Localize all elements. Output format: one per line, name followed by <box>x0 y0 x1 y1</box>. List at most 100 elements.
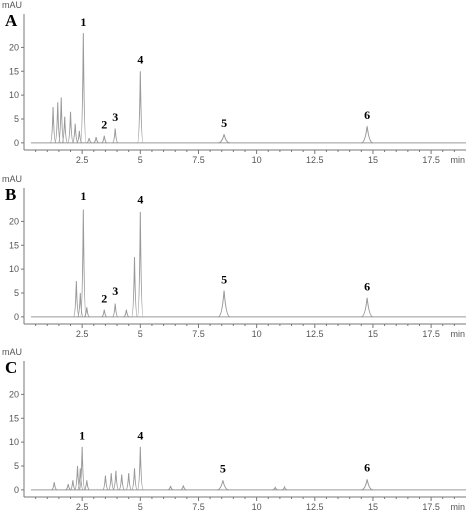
y-tick-label: 20 <box>9 389 19 399</box>
x-tick-label: 7.5 <box>192 329 205 339</box>
peak-label-6: 6 <box>364 108 370 122</box>
y-tick-label: 10 <box>9 264 19 274</box>
minor-peak <box>108 473 115 491</box>
peak-4 <box>137 446 144 491</box>
minor-peak <box>76 130 83 144</box>
peak-2 <box>101 309 108 318</box>
peak-label-5: 5 <box>221 116 227 130</box>
peak-label-1: 1 <box>80 189 86 203</box>
y-tick-label: 20 <box>9 216 19 226</box>
minor-peak <box>83 307 90 318</box>
minor-peak <box>123 309 130 318</box>
peak-1 <box>78 446 86 491</box>
y-tick-label: 0 <box>14 138 19 148</box>
peak-3 <box>112 128 119 144</box>
minor-peak <box>74 465 81 491</box>
minor-peak <box>69 480 76 491</box>
peak-6 <box>361 126 374 144</box>
minor-peak <box>272 486 279 491</box>
minor-peak <box>131 468 138 491</box>
peak-label-2: 2 <box>101 292 107 306</box>
x-tick-label: 5 <box>138 502 143 512</box>
minor-peak <box>77 292 84 318</box>
panel-letter: A <box>5 11 18 30</box>
y-tick-label: 10 <box>9 437 19 447</box>
peak-4 <box>137 71 144 144</box>
y-tick-label: 15 <box>9 240 19 250</box>
minor-peak <box>67 111 74 144</box>
peak-label-6: 6 <box>364 461 370 475</box>
minor-peak <box>167 485 174 491</box>
y-axis-title: mAU <box>2 0 22 10</box>
peak-label-4: 4 <box>137 53 143 67</box>
y-tick-label: 10 <box>9 90 19 100</box>
peak-label-6: 6 <box>364 280 370 294</box>
minor-peak <box>112 470 119 491</box>
minor-peak <box>125 473 132 491</box>
peak-6 <box>361 479 374 491</box>
x-tick-label: 17.5 <box>422 155 440 165</box>
minor-peak <box>281 485 288 491</box>
x-tick-label: 12.5 <box>306 155 324 165</box>
minor-peak <box>73 281 80 318</box>
minor-peak <box>86 137 93 144</box>
peak-2 <box>101 135 108 144</box>
minor-peak <box>131 257 138 318</box>
y-tick-label: 20 <box>9 42 19 52</box>
minor-peak <box>118 474 125 491</box>
y-axis-title: mAU <box>2 174 22 184</box>
peak-label-3: 3 <box>112 110 118 124</box>
peak-3 <box>112 303 119 318</box>
x-tick-label: 17.5 <box>422 329 440 339</box>
y-tick-label: 0 <box>14 312 19 322</box>
y-tick-label: 5 <box>14 288 19 298</box>
x-tick-label: 17.5 <box>422 502 440 512</box>
minor-peak <box>65 484 72 491</box>
x-axis-title: min <box>450 502 465 512</box>
x-tick-label: 7.5 <box>192 155 205 165</box>
x-tick-label: 10 <box>252 155 262 165</box>
minor-peak <box>49 107 57 144</box>
y-tick-label: 15 <box>9 413 19 423</box>
x-tick-label: 12.5 <box>306 329 324 339</box>
y-axis-title: mAU <box>2 347 22 357</box>
chromatogram-panel-c: 0 5 10 15 20 2.5 5 7.5 10 12.5 15 17.5 mAU min C 1 4 5 6 <box>2 347 466 512</box>
peak-6 <box>361 297 374 318</box>
x-tick-label: 5 <box>138 329 143 339</box>
panel-letter: C <box>5 358 17 377</box>
y-tick-label: 15 <box>9 66 19 76</box>
x-tick-label: 10 <box>252 502 262 512</box>
minor-peak <box>51 482 58 491</box>
x-axis-title: min <box>450 155 465 165</box>
peak-label-3: 3 <box>112 284 118 298</box>
peak-label-5: 5 <box>220 462 226 476</box>
peak-5 <box>217 480 229 491</box>
peak-label-5: 5 <box>221 272 227 286</box>
x-tick-label: 12.5 <box>306 502 324 512</box>
x-tick-label: 10 <box>252 329 262 339</box>
minor-peak <box>72 123 79 144</box>
x-tick-label: 15 <box>368 502 378 512</box>
peak-1 <box>80 209 87 318</box>
x-tick-label: 2.5 <box>76 329 89 339</box>
minor-peak <box>180 485 187 491</box>
y-tick-label: 0 <box>14 485 19 495</box>
x-tick-label: 2.5 <box>76 155 89 165</box>
y-tick-label: 5 <box>14 114 19 124</box>
peak-label-4: 4 <box>137 192 143 206</box>
peak-label-1: 1 <box>79 428 85 442</box>
panel-letter: B <box>5 185 16 204</box>
x-tick-label: 15 <box>368 155 378 165</box>
x-tick-label: 2.5 <box>76 502 89 512</box>
minor-peak <box>61 116 68 144</box>
x-axis-title: min <box>450 329 465 339</box>
x-tick-label: 5 <box>138 155 143 165</box>
x-tick-label: 15 <box>368 329 378 339</box>
peak-label-2: 2 <box>101 118 107 132</box>
peak-4 <box>137 211 144 318</box>
peak-1 <box>80 33 87 144</box>
y-tick-label: 5 <box>14 461 19 471</box>
